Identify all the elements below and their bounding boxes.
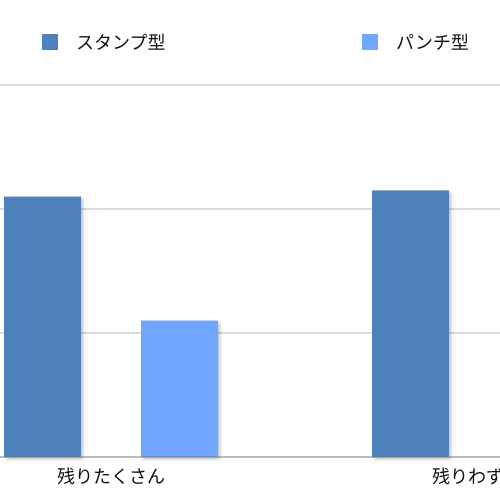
legend-label-stamp: スタンプ型 (76, 33, 166, 54)
x-tick-label-0: 残りたくさん (57, 467, 165, 488)
legend-label-punch: パンチ型 (396, 33, 469, 54)
bar-punch-0 (141, 320, 218, 457)
legend-item-stamp: スタンプ型 (42, 30, 165, 54)
legend-swatch-stamp (42, 34, 58, 50)
bar-stamp-0 (4, 196, 81, 457)
legend-item-punch: パンチ型 (362, 30, 469, 54)
x-tick-label-1: 残りわず (432, 467, 500, 488)
bar-stamp-1 (372, 190, 449, 457)
legend-swatch-punch (362, 34, 378, 50)
